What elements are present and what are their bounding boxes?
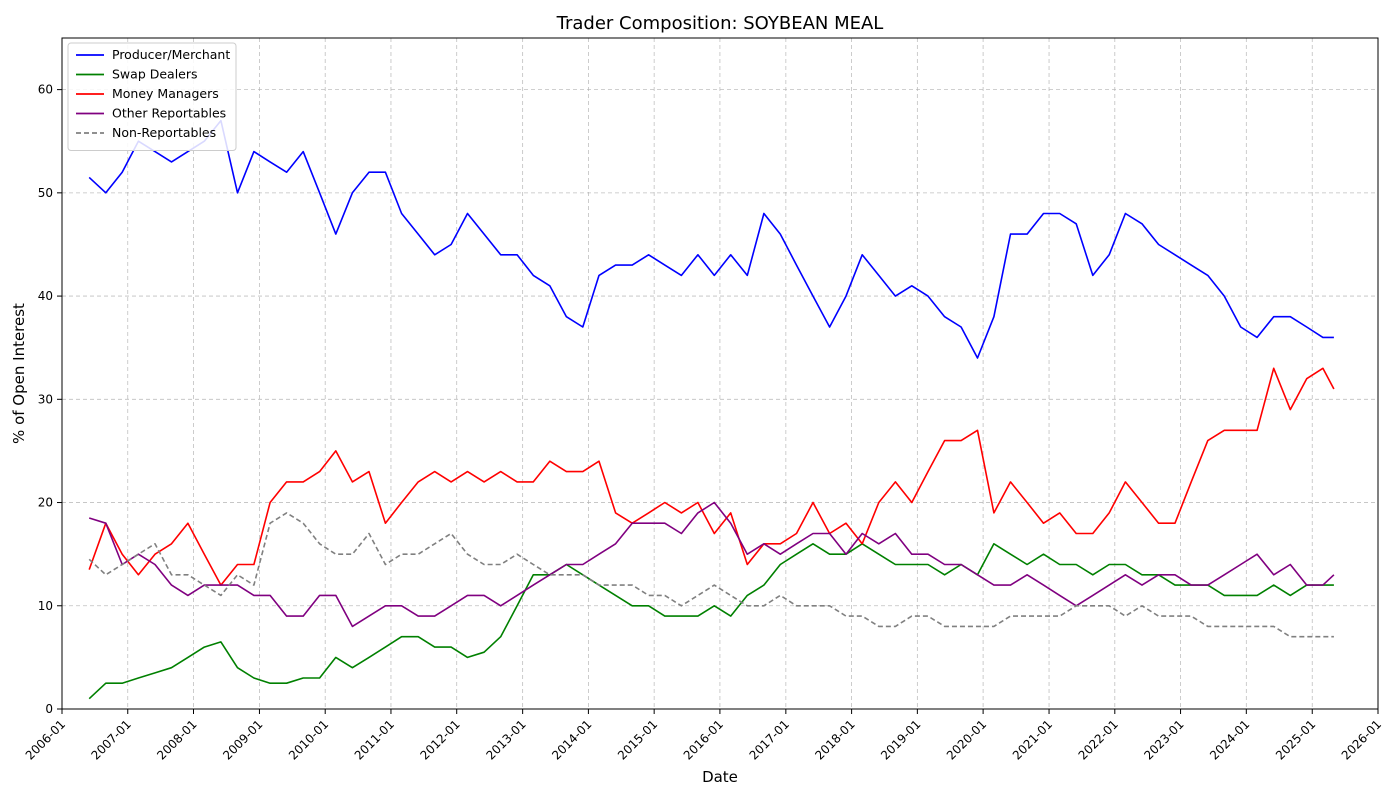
legend-label: Swap Dealers	[112, 67, 198, 82]
y-tick-label: 40	[38, 289, 53, 303]
series-line-producer-merchant	[88, 119, 1334, 359]
y-tick-label: 60	[38, 83, 53, 97]
series-line-swap-dealers	[88, 542, 1334, 700]
y-tick-label: 20	[38, 496, 53, 510]
y-axis-title: % of Open Interest	[10, 303, 28, 444]
x-axis-title: Date	[702, 768, 738, 786]
series-layer	[88, 119, 1335, 700]
legend-label: Money Managers	[112, 86, 219, 101]
chart-legend: Producer/Merchant Swap Dealers Money Manag…	[67, 42, 237, 151]
y-tick-label: 10	[38, 599, 53, 613]
chart-title: Trader Composition: SOYBEAN MEAL	[556, 13, 884, 34]
y-tick-label: 30	[38, 392, 53, 406]
series-line-money-managers	[88, 367, 1335, 586]
legend-label: Other Reportables	[112, 106, 226, 121]
series-line-non-reportables	[88, 512, 1334, 638]
series-line-other-reportables	[88, 501, 1335, 628]
legend-box	[67, 42, 237, 151]
y-tick-label: 0	[45, 702, 53, 716]
legend-label: Producer/Merchant	[112, 47, 230, 62]
y-axis-ticks: 0 10 20 30 40 50 60	[38, 83, 62, 716]
y-tick-label: 50	[38, 186, 53, 200]
legend-label: Non-Reportables	[112, 125, 216, 140]
